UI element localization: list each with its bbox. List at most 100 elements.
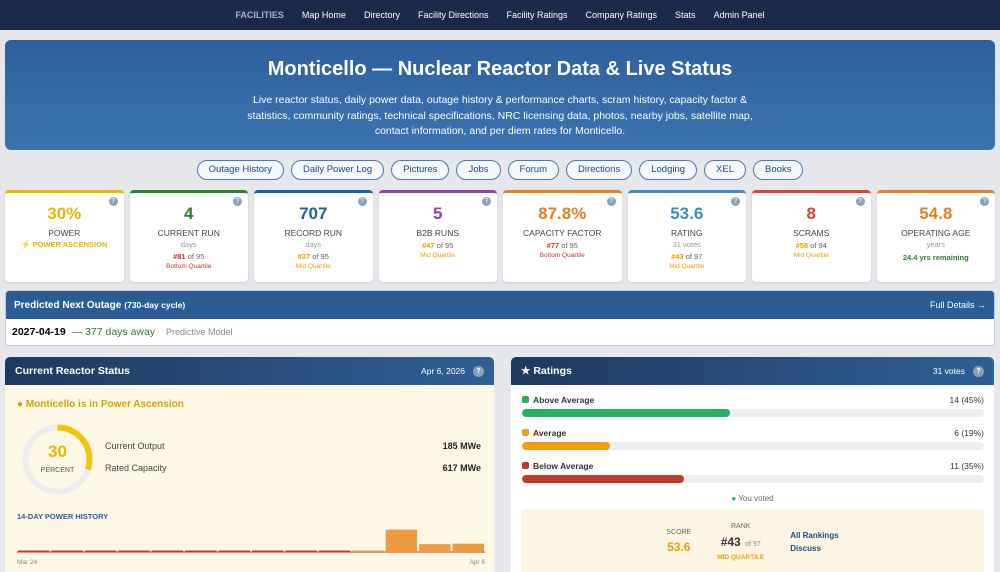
stat-unit: 31 votes <box>672 240 701 249</box>
stat-rank: #43 of 97 <box>628 252 747 261</box>
ratings-votes: 31 votes <box>932 366 965 376</box>
row-value: 617 MWe <box>442 463 481 473</box>
gauge-arc <box>22 424 93 495</box>
status-date: Apr 6, 2026 <box>421 366 465 376</box>
nav-button[interactable]: Forum <box>507 160 559 180</box>
rating-count: 11 (35%) <box>950 461 984 471</box>
help-icon[interactable]: ? <box>980 197 989 206</box>
score-value: 53.6 <box>667 540 691 554</box>
stat-value: 8 <box>806 204 816 223</box>
stat-label: B2B RUNS <box>416 228 459 238</box>
stat-rank: #58 of 94 <box>752 241 871 250</box>
history-bar <box>151 550 184 552</box>
nav-item[interactable]: Directory <box>363 10 400 20</box>
history-bar <box>218 550 250 552</box>
stat-card: ? 4 CURRENT RUN days #81 of 95 Bottom Quartil… <box>129 190 249 282</box>
nav-button[interactable]: Jobs <box>456 160 501 180</box>
nav-item[interactable]: Admin Panel <box>713 10 765 20</box>
stat-value: 5 <box>433 204 443 223</box>
history-bar <box>452 543 484 552</box>
rating-bar <box>522 475 684 483</box>
rating-row-head: Above Average 14 (45%) <box>522 395 984 405</box>
nav-button[interactable]: Books <box>753 160 804 180</box>
stat-remaining: 24.4 yrs remaining <box>902 253 969 262</box>
rank-number: #81 <box>173 252 186 261</box>
rating-bar <box>522 442 610 450</box>
rank-number: #58 <box>795 241 809 250</box>
nav-button[interactable]: Outage History <box>196 160 284 180</box>
history-chart: Mar 24 Apr 6 <box>17 529 485 566</box>
ratings-title-text: Ratings <box>533 365 572 377</box>
stat-card: ? 87.8% CAPACITY FACTOR #77 of 95 Bottom Qua… <box>503 190 622 282</box>
rank-value: #43 <box>720 534 741 549</box>
rank-of: of 97 <box>685 252 703 261</box>
stat-label: CAPACITY FACTOR <box>523 228 602 238</box>
stat-unit: years <box>926 240 945 249</box>
score-box: SCORE 53.6 RANK #43 of 97 MID QUARTILE All … <box>521 509 984 572</box>
stat-value: 707 <box>299 204 328 223</box>
rating-label: Above Average <box>522 395 594 405</box>
rank-of: of 95 <box>436 241 454 250</box>
nav-button[interactable]: XEL <box>704 160 747 180</box>
stat-card: ? 30% POWER ⚡ POWER ASCENSION <box>5 190 124 282</box>
rank-number: #47 <box>422 241 435 250</box>
history-title: 14-DAY POWER HISTORY <box>17 512 109 521</box>
history-bar <box>252 550 284 552</box>
help-icon[interactable]: ? <box>973 365 984 377</box>
stat-note: ⚡ POWER ASCENSION <box>21 240 108 249</box>
outage-body: 2027-04-19 — 377 days away Predictive Mo… <box>6 319 994 345</box>
outage-title: Predicted Next Outage <box>14 299 122 311</box>
page-title: Monticello — Nuclear Reactor Data & Live… <box>267 58 733 80</box>
stat-label: SCRAMS <box>793 228 830 238</box>
voted: ● You voted <box>731 494 774 503</box>
nav-item[interactable]: FACILITIES <box>235 10 284 20</box>
help-icon[interactable]: ? <box>731 197 740 206</box>
nav-button[interactable]: Lodging <box>639 160 698 180</box>
outage-date: 2027-04-19 <box>12 326 66 338</box>
stat-card: ? 53.6 RATING 31 votes #43 of 97 Mid Quartile <box>627 190 747 282</box>
rating-bar <box>522 409 730 417</box>
help-icon[interactable]: ? <box>606 197 616 206</box>
help-icon[interactable]: ? <box>108 197 118 206</box>
help-icon[interactable]: ? <box>357 197 367 206</box>
rating-row-head: Below Average 11 (35%) <box>522 461 984 471</box>
stat-label: RATING <box>671 228 703 238</box>
status-panel: Current Reactor Status Apr 6, 2026 ? ● M… <box>5 357 494 572</box>
rank-label: RANK <box>731 522 751 530</box>
gauge-value: 30 <box>48 442 67 461</box>
history-bar <box>318 550 351 552</box>
nav-button[interactable]: Directions <box>565 160 633 180</box>
history-bar <box>18 550 50 552</box>
rating-track <box>522 409 984 417</box>
history-bar <box>118 550 150 552</box>
score-label: SCORE <box>666 529 692 536</box>
nav-item[interactable]: Map Home <box>301 10 346 20</box>
help-icon[interactable]: ? <box>855 197 865 206</box>
ratings-header: ★ Ratings 31 votes ? <box>511 357 994 385</box>
all-rankings-link[interactable]: All Rankings <box>790 530 839 540</box>
outage-header: Predicted Next Outage (730-day cycle) Fu… <box>6 291 994 319</box>
stat-rank: #81 of 95 <box>130 252 249 261</box>
nav-item[interactable]: Stats <box>675 10 696 20</box>
nav-button[interactable]: Daily Power Log <box>290 160 385 180</box>
nav-item[interactable]: Company Ratings <box>585 10 658 20</box>
nav-button[interactable]: Pictures <box>391 160 450 180</box>
stat-value: 87.8% <box>538 204 587 223</box>
nav-item[interactable]: Facility Directions <box>417 10 489 20</box>
help-icon[interactable]: ? <box>473 365 484 377</box>
discuss-link[interactable]: Discuss <box>790 543 821 553</box>
help-icon[interactable]: ? <box>233 197 242 206</box>
rating-count: 6 (19%) <box>954 428 984 438</box>
rank-of: of 94 <box>810 241 827 250</box>
rank-of: of 95 <box>561 241 578 250</box>
full-details-link[interactable]: Full Details → <box>929 300 986 310</box>
rating-track <box>522 475 984 483</box>
help-icon[interactable]: ? <box>482 197 491 206</box>
nav-item[interactable]: Facility Ratings <box>506 10 568 20</box>
outage-panel: Predicted Next Outage (730-day cycle) Fu… <box>5 290 995 346</box>
history-bar <box>185 550 217 552</box>
rating-rows: Above Average 14 (45%) Average 6 (19%) Below… <box>511 385 994 483</box>
stat-label: CURRENT RUN <box>157 228 220 238</box>
history-end: Apr 6 <box>469 559 485 566</box>
voted-text: You voted <box>738 494 774 503</box>
